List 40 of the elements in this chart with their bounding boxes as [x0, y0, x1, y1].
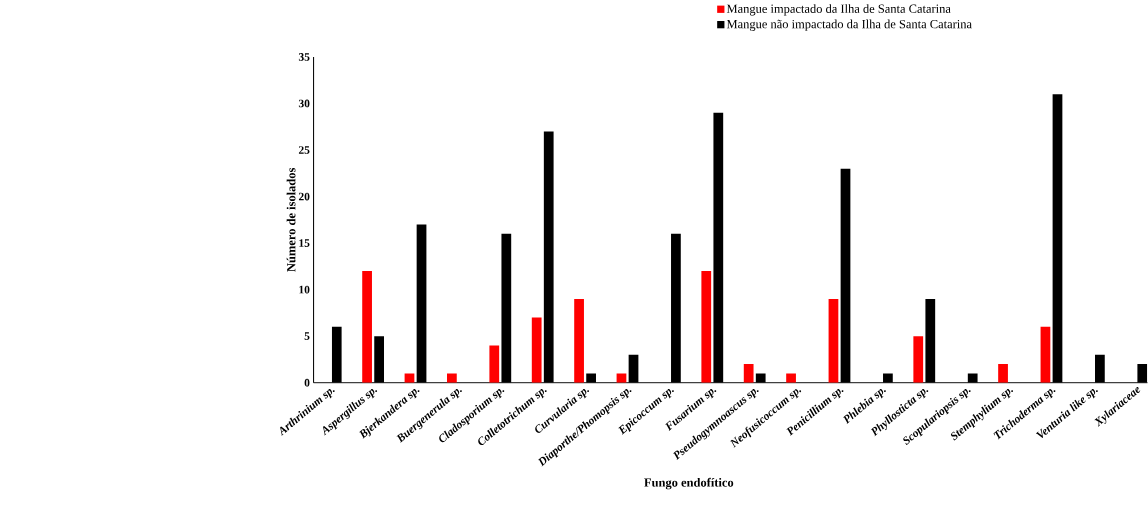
bar [786, 373, 796, 383]
bar [489, 345, 500, 383]
bar [416, 224, 427, 383]
y-tick-label: 5 [304, 332, 310, 340]
bar [447, 373, 457, 383]
x-axis-title: Fungo endofítico [644, 477, 734, 490]
y-tick-label: 0 [304, 378, 310, 387]
bar [925, 298, 936, 383]
bar [713, 112, 724, 383]
bar [501, 233, 512, 383]
bar [574, 298, 584, 383]
y-tick-label: 15 [299, 239, 310, 247]
y-tick-label: 20 [298, 192, 310, 201]
bar [586, 373, 596, 383]
bar [840, 168, 851, 383]
bar [374, 336, 385, 383]
legend-label: Mangue impactado da Ilha de Santa Catarina [726, 4, 951, 16]
bar [913, 336, 924, 383]
bar [967, 373, 978, 383]
y-tick-label: 35 [298, 52, 310, 61]
bar [998, 363, 1008, 383]
bar [671, 233, 681, 383]
bar [828, 298, 839, 383]
bar [743, 363, 754, 383]
bar [362, 270, 372, 383]
bar [883, 373, 893, 383]
bar [531, 317, 542, 383]
bar [1095, 354, 1105, 383]
bar [331, 326, 342, 383]
bar [1137, 363, 1148, 383]
bar [701, 270, 712, 383]
y-tick-label: 30 [298, 99, 310, 108]
y-axis-title: Número de isolados [286, 167, 296, 272]
legend-label: Mangue não impactado da Ilha de Santa Catarina [726, 19, 972, 31]
y-tick-label: 10 [299, 285, 310, 294]
bar [755, 373, 766, 383]
y-tick-label: 25 [298, 146, 310, 154]
bar [1040, 326, 1051, 383]
bar [1052, 94, 1063, 383]
bar [543, 131, 554, 383]
